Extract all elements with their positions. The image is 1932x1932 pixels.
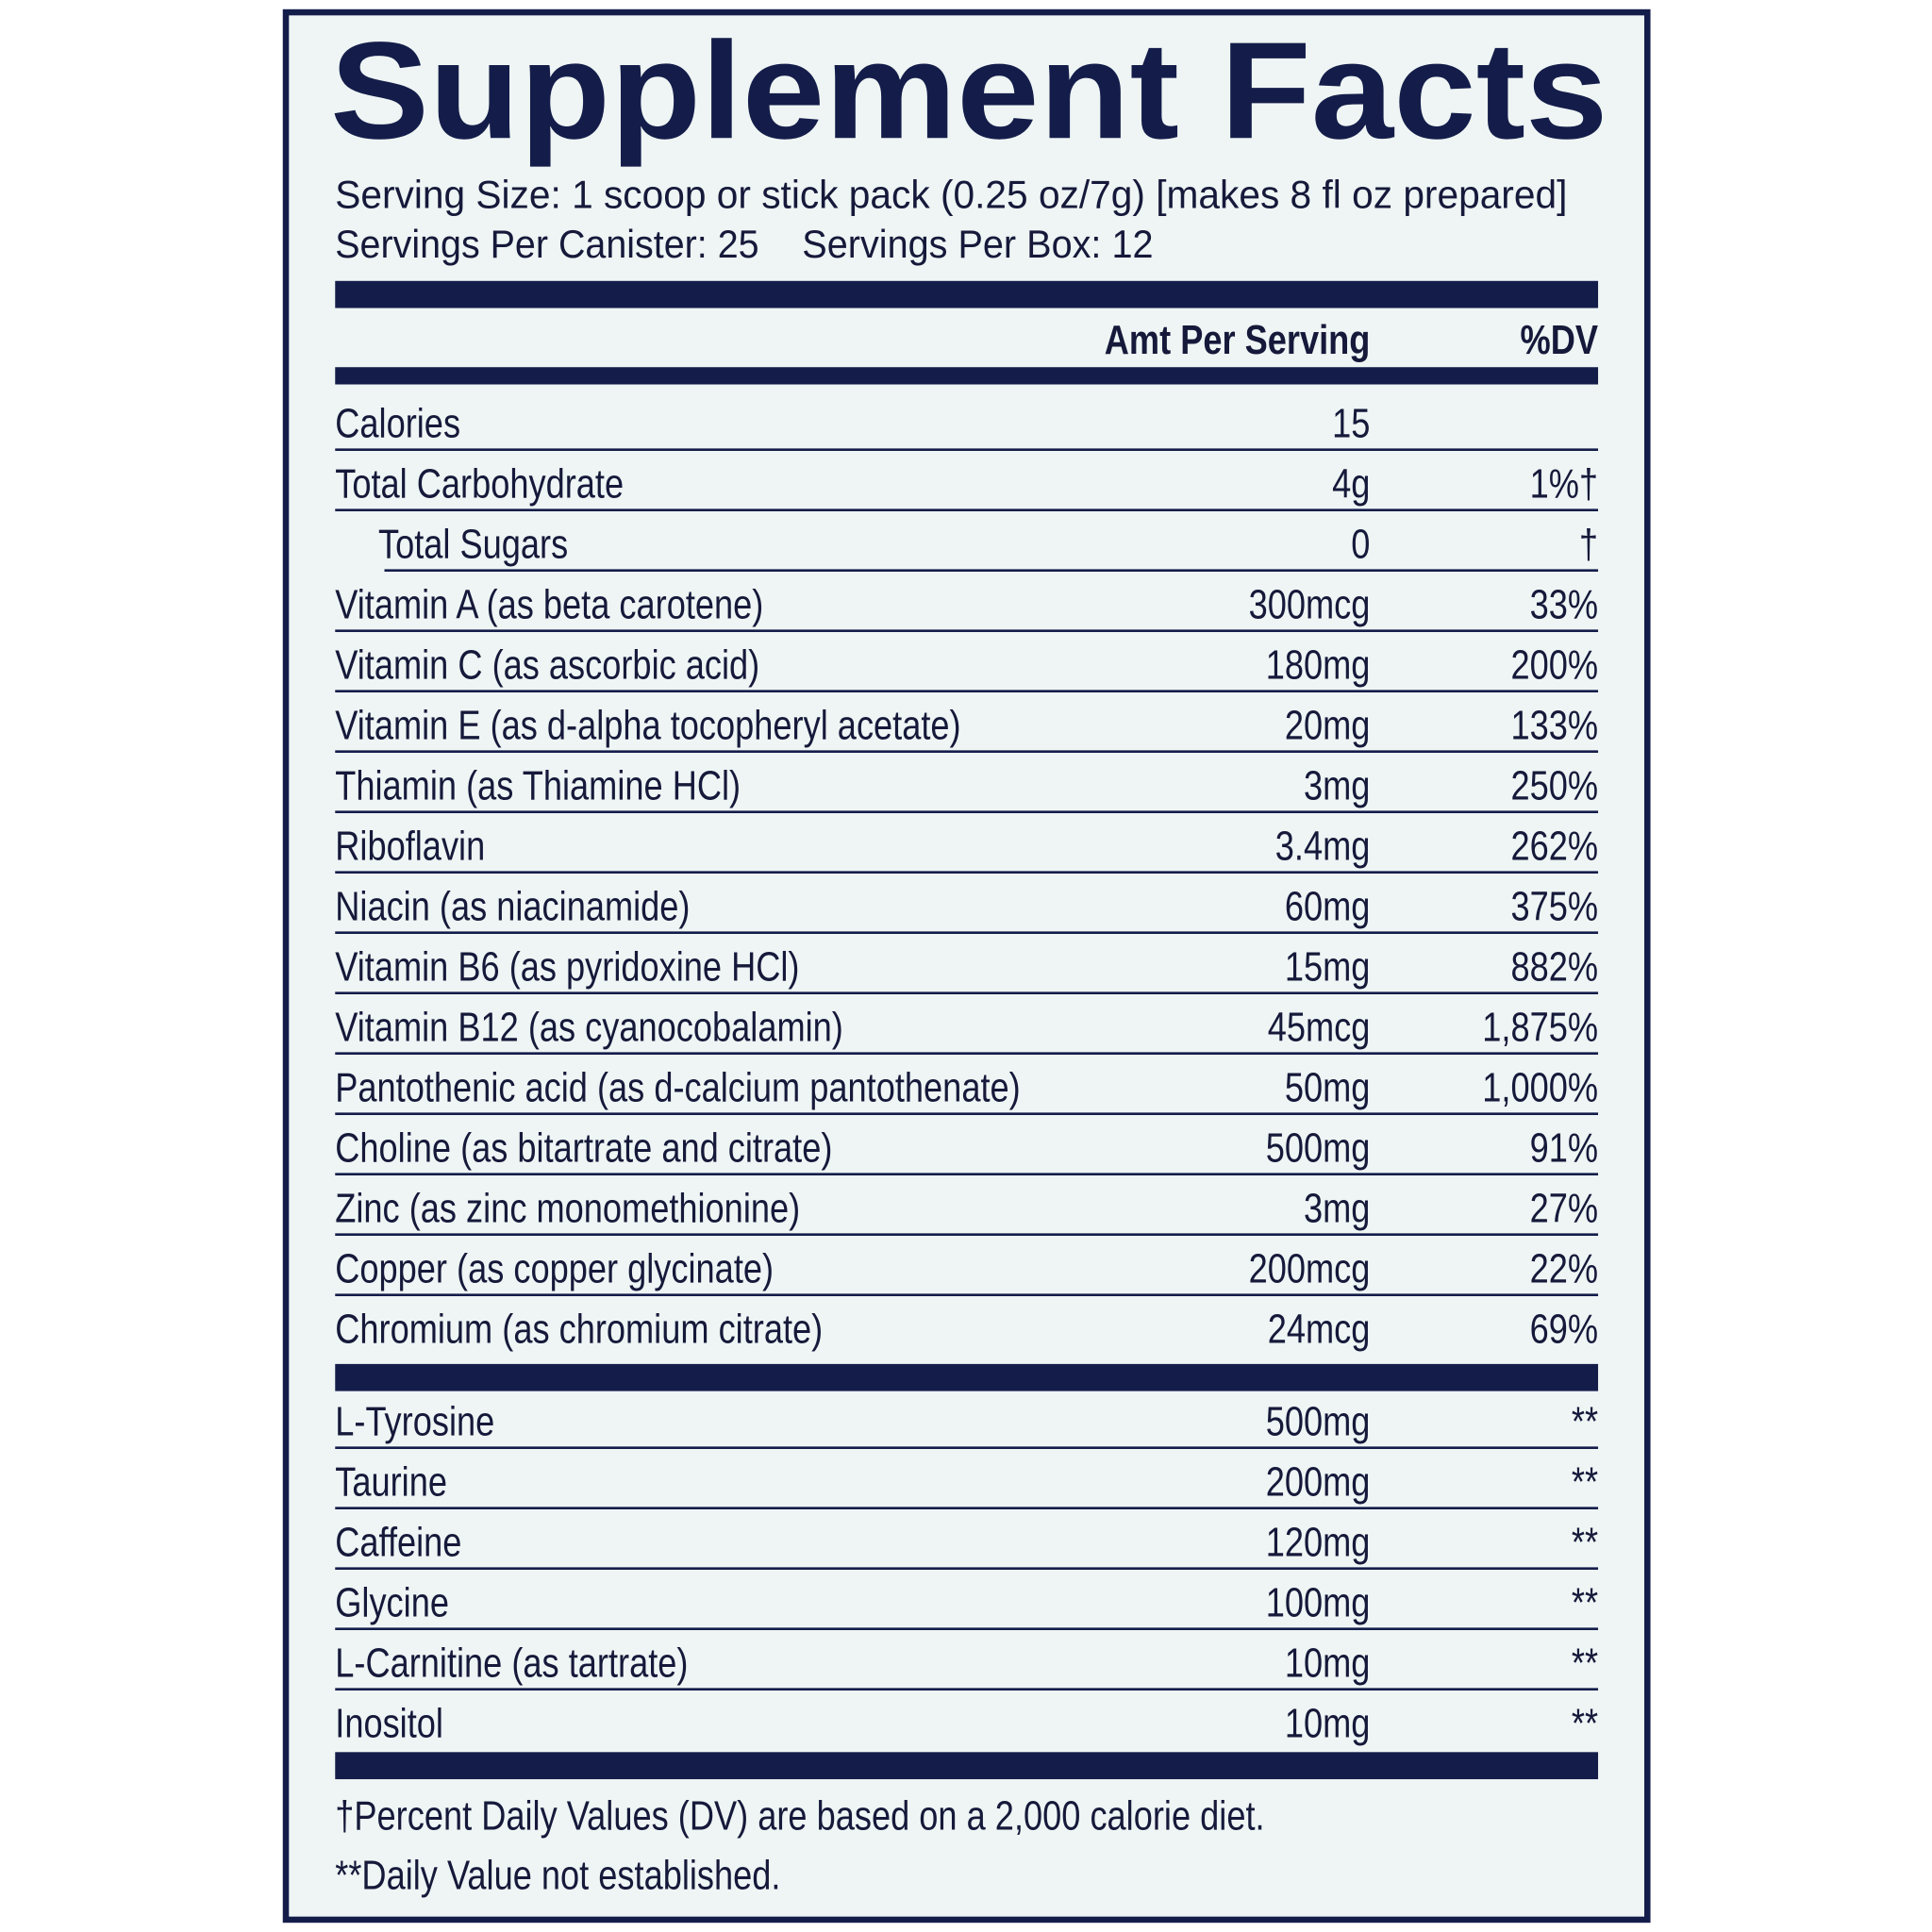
nutrient-dv: 27% — [1530, 1187, 1598, 1232]
divider-bar — [335, 1752, 1599, 1780]
footnote: **Daily Value not established. — [335, 1853, 780, 1898]
nutrient-amount: 3.4mg — [1275, 824, 1371, 870]
nutrient-dv: 69% — [1530, 1307, 1598, 1353]
nutrient-name: L-Carnitine (as tartrate) — [335, 1641, 688, 1687]
nutrient-name: Vitamin B12 (as cyanocobalamin) — [335, 1006, 843, 1051]
nutrient-amount: 20mg — [1285, 704, 1371, 749]
nutrient-name: Total Carbohydrate — [335, 462, 624, 508]
nutrient-dv: 1%† — [1530, 462, 1598, 508]
nutrient-amount: 100mg — [1266, 1581, 1371, 1626]
nutrient-name: Inositol — [335, 1702, 443, 1747]
divider-bar — [335, 280, 1599, 308]
nutrient-amount: 15mg — [1285, 945, 1371, 991]
nutrient-amount: 50mg — [1285, 1066, 1371, 1111]
nutrient-dv: 133% — [1510, 704, 1598, 749]
nutrient-name: Copper (as copper glycinate) — [335, 1247, 774, 1292]
nutrient-amount: 120mg — [1266, 1521, 1371, 1566]
nutrient-dv: ** — [1572, 1400, 1598, 1445]
nutrient-amount: 3mg — [1304, 1187, 1370, 1232]
nutrient-name: Total Sugars — [378, 523, 568, 568]
nutrient-amount: 10mg — [1285, 1641, 1371, 1687]
nutrient-dv: 200% — [1510, 643, 1598, 689]
nutrient-dv: 91% — [1530, 1126, 1598, 1172]
nutrient-name: Choline (as bitartrate and citrate) — [335, 1126, 832, 1172]
nutrient-amount: 60mg — [1285, 885, 1371, 930]
nutrient-dv: ** — [1572, 1581, 1598, 1626]
header-dv: %DV — [1521, 318, 1599, 363]
divider-bar — [335, 1363, 1599, 1391]
nutrient-name: Vitamin E (as d-alpha tocopheryl acetate… — [335, 704, 960, 749]
nutrient-amount: 200mg — [1266, 1460, 1371, 1506]
nutrient-amount: 300mcg — [1249, 583, 1371, 628]
servings-per-box: Servings Per Box: 12 — [802, 222, 1153, 266]
nutrient-dv: 262% — [1510, 824, 1598, 870]
nutrient-amount: 500mg — [1266, 1400, 1371, 1445]
nutrient-dv: 22% — [1530, 1247, 1598, 1292]
divider-bar — [335, 367, 1599, 385]
nutrient-name: L-Tyrosine — [335, 1400, 494, 1445]
header-amount: Amt Per Serving — [1105, 318, 1371, 363]
nutrient-dv: 882% — [1510, 945, 1598, 991]
nutrient-dv: 1,000% — [1482, 1066, 1598, 1111]
nutrient-name: Chromium (as chromium citrate) — [335, 1307, 823, 1353]
nutrient-amount: 0 — [1351, 523, 1370, 568]
nutrient-name: Glycine — [335, 1581, 449, 1626]
footnote: †Percent Daily Values (DV) are based on … — [335, 1794, 1264, 1840]
nutrient-dv: 33% — [1530, 583, 1598, 628]
nutrient-amount: 45mcg — [1268, 1006, 1371, 1051]
nutrient-name: Calories — [335, 402, 460, 447]
nutrient-name: Vitamin A (as beta carotene) — [335, 583, 763, 628]
nutrient-amount: 10mg — [1285, 1702, 1371, 1747]
nutrient-amount: 3mg — [1304, 764, 1370, 809]
nutrient-name: Niacin (as niacinamide) — [335, 885, 690, 930]
nutrient-name: Taurine — [335, 1460, 447, 1506]
nutrient-dv: ** — [1572, 1641, 1598, 1687]
servings-per-canister: Servings Per Canister: 25 — [335, 222, 758, 266]
nutrient-name: Thiamin (as Thiamine HCl) — [335, 764, 741, 809]
label-border — [282, 8, 1651, 1924]
nutrient-amount: 24mcg — [1268, 1307, 1371, 1353]
nutrient-dv: 375% — [1510, 885, 1598, 930]
nutrient-name: Pantothenic acid (as d-calcium pantothen… — [335, 1066, 1020, 1111]
nutrient-name: Vitamin B6 (as pyridoxine HCl) — [335, 945, 799, 991]
serving-size: Serving Size: 1 scoop or stick pack (0.2… — [335, 173, 1567, 217]
nutrient-name: Riboflavin — [335, 824, 485, 870]
title: Supplement Facts — [330, 13, 1607, 167]
nutrient-amount: 500mg — [1266, 1126, 1371, 1172]
nutrient-amount: 180mg — [1266, 643, 1371, 689]
nutrient-dv: 1,875% — [1482, 1006, 1598, 1051]
nutrient-amount: 200mcg — [1249, 1247, 1371, 1292]
nutrient-name: Vitamin C (as ascorbic acid) — [335, 643, 759, 689]
nutrient-dv: ** — [1572, 1521, 1598, 1566]
nutrient-dv: † — [1579, 523, 1598, 568]
text-layer: Amt Per Serving %DV Calories 15 Total Carboh… — [335, 318, 1598, 1898]
nutrient-dv: 250% — [1510, 764, 1598, 809]
nutrient-dv: ** — [1572, 1460, 1598, 1506]
nutrient-name: Zinc (as zinc monomethionine) — [335, 1187, 800, 1232]
nutrient-dv: ** — [1572, 1702, 1598, 1747]
nutrient-name: Caffeine — [335, 1521, 461, 1566]
table: Amt Per Serving %DV Calories 15 Total Carboh… — [335, 318, 1598, 1898]
nutrient-amount: 4g — [1332, 462, 1370, 508]
nutrient-amount: 15 — [1332, 402, 1370, 447]
